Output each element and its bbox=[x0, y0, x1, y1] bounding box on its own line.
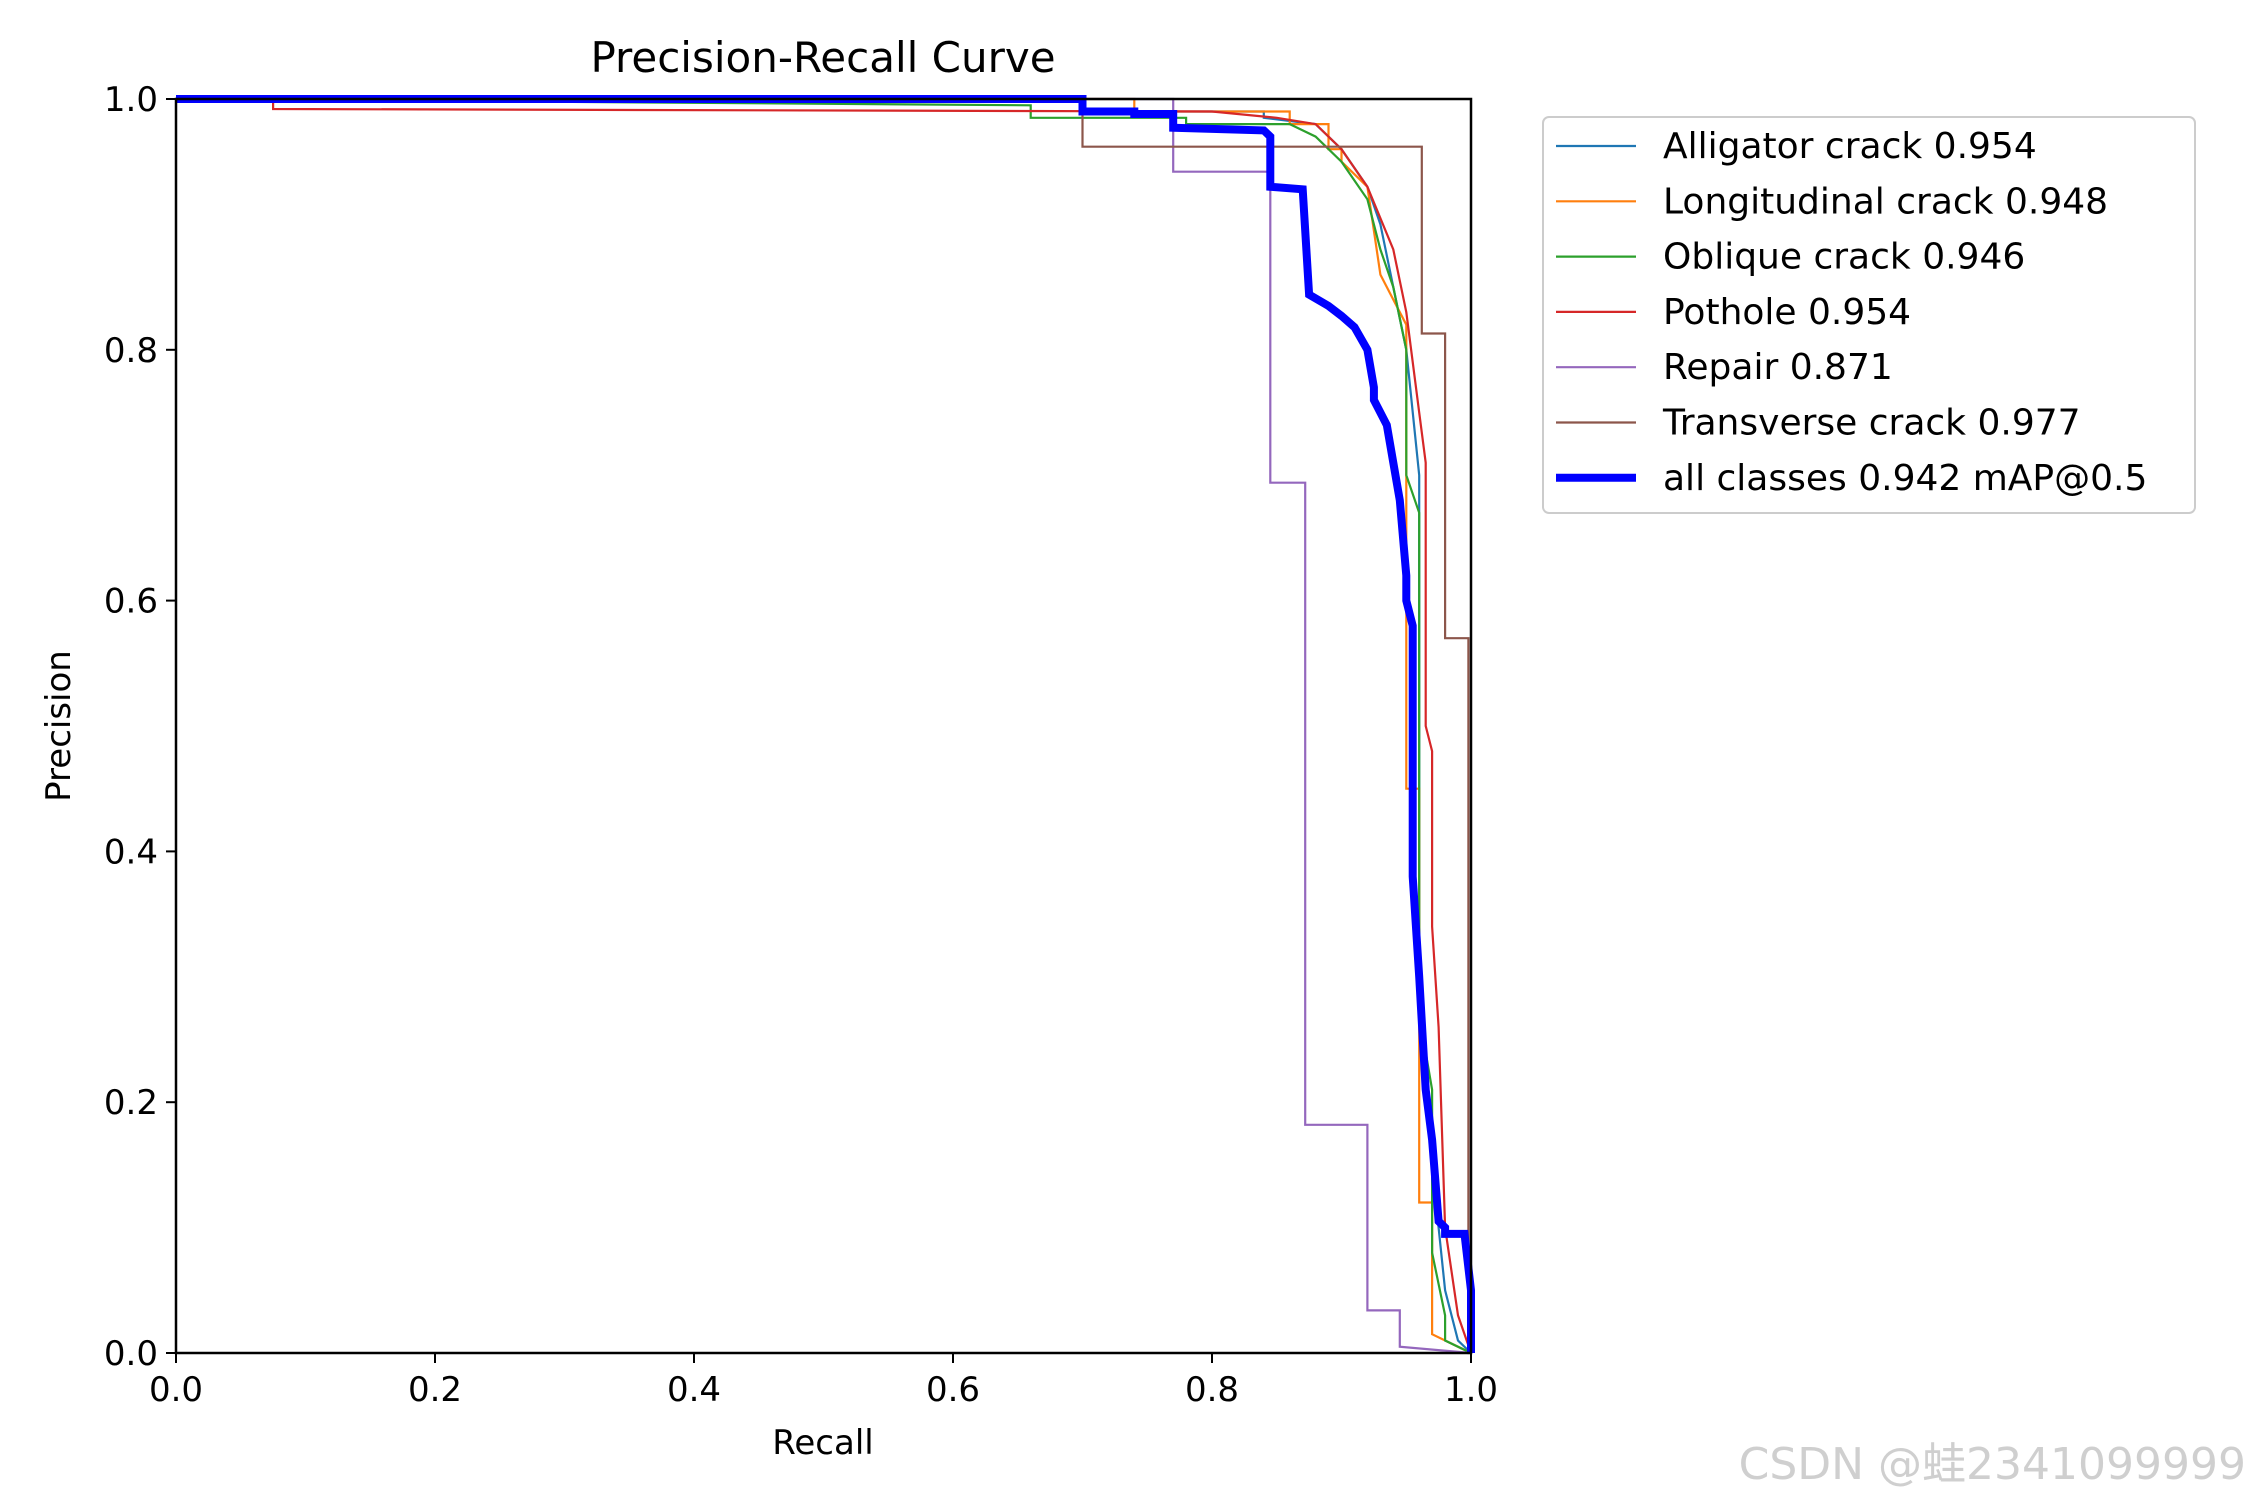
legend-frame bbox=[1542, 116, 2196, 514]
y-axis: 0.0 0.2 0.4 0.6 0.8 1.0 bbox=[104, 80, 176, 1374]
x-axis-label: Recall bbox=[772, 1423, 873, 1463]
x-tick-label: 0.4 bbox=[667, 1370, 721, 1410]
series-line-3 bbox=[176, 97, 1473, 1354]
y-tick-label: 1.0 bbox=[104, 80, 158, 120]
legend-label: Oblique crack 0.946 bbox=[1663, 237, 2025, 278]
y-tick-label: 0.6 bbox=[104, 582, 158, 622]
legend-label: Repair 0.871 bbox=[1663, 347, 1893, 388]
legend-item: all classes 0.942 mAP@0.5 bbox=[1556, 458, 2147, 499]
series-line-0 bbox=[176, 97, 1472, 1354]
legend-item: Oblique crack 0.946 bbox=[1556, 237, 2025, 278]
series-line-6 bbox=[176, 95, 1475, 1353]
legend-item: Longitudinal crack 0.948 bbox=[1556, 181, 2108, 222]
legend-item: Alligator crack 0.954 bbox=[1556, 126, 2037, 167]
watermark-text: CSDN @蛙2341099999 bbox=[1738, 1439, 2246, 1490]
series-line-1 bbox=[176, 97, 1472, 1354]
y-tick-label: 0.2 bbox=[104, 1083, 158, 1123]
y-tick-label: 0.4 bbox=[104, 832, 158, 872]
legend-item: Transverse crack 0.977 bbox=[1556, 403, 2081, 444]
axes-frame bbox=[174, 97, 1473, 1355]
plot-area bbox=[175, 95, 1475, 1355]
legend-item: Repair 0.871 bbox=[1556, 347, 1893, 388]
x-tick-label: 0.2 bbox=[408, 1370, 462, 1410]
y-tick-label: 0.0 bbox=[104, 1334, 158, 1374]
chart-title: Precision-Recall Curve bbox=[590, 33, 1055, 82]
y-tick-label: 0.8 bbox=[104, 331, 158, 371]
series-line-2 bbox=[175, 97, 1472, 1354]
legend: Alligator crack 0.954 Longitudinal crack … bbox=[1542, 116, 2196, 514]
y-axis-label: Precision bbox=[39, 650, 79, 802]
series-line-5 bbox=[176, 97, 1471, 1355]
legend-label: Transverse crack 0.977 bbox=[1662, 403, 2081, 444]
legend-label: Alligator crack 0.954 bbox=[1663, 126, 2037, 167]
x-tick-label: 0.0 bbox=[149, 1370, 203, 1410]
legend-label: Pothole 0.954 bbox=[1663, 292, 1911, 333]
x-tick-label: 0.6 bbox=[926, 1370, 980, 1410]
legend-label: Longitudinal crack 0.948 bbox=[1663, 181, 2108, 222]
legend-label: all classes 0.942 mAP@0.5 bbox=[1663, 458, 2147, 499]
legend-item: Pothole 0.954 bbox=[1556, 292, 1911, 333]
x-axis: 0.0 0.2 0.4 0.6 0.8 1.0 bbox=[149, 1353, 1498, 1410]
x-tick-label: 0.8 bbox=[1185, 1370, 1239, 1410]
x-tick-label: 1.0 bbox=[1444, 1370, 1498, 1410]
series-line-4 bbox=[176, 97, 1472, 1355]
